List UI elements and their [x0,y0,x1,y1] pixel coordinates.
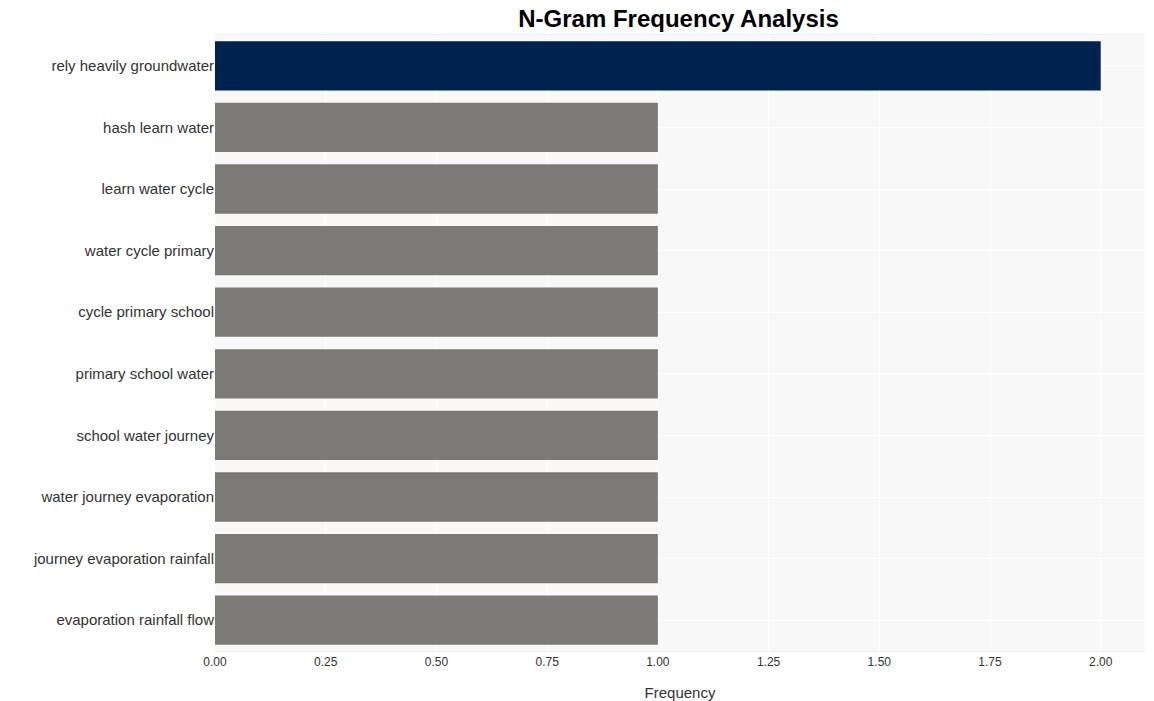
svg-text:Frequency: Frequency [645,684,716,701]
svg-text:1.50: 1.50 [868,655,892,669]
svg-text:2.00: 2.00 [1089,655,1113,669]
svg-text:evaporation rainfall flow: evaporation rainfall flow [56,611,214,628]
svg-text:water cycle primary: water cycle primary [84,242,215,259]
svg-text:0.25: 0.25 [314,655,338,669]
svg-text:hash learn water: hash learn water [103,119,214,136]
svg-text:0.50: 0.50 [425,655,449,669]
svg-text:water journey evaporation: water journey evaporation [40,488,214,505]
svg-text:rely heavily groundwater: rely heavily groundwater [51,57,214,74]
svg-text:cycle primary school: cycle primary school [78,303,214,320]
svg-text:0.00: 0.00 [203,655,227,669]
svg-text:1.25: 1.25 [757,655,781,669]
svg-text:primary school water: primary school water [76,365,214,382]
svg-text:1.75: 1.75 [978,655,1002,669]
svg-text:0.75: 0.75 [535,655,559,669]
svg-text:learn water cycle: learn water cycle [101,180,214,197]
svg-text:journey evaporation rainfall: journey evaporation rainfall [33,550,214,567]
svg-text:N-Gram Frequency Analysis: N-Gram Frequency Analysis [518,5,839,32]
svg-text:school water journey: school water journey [76,427,214,444]
svg-text:1.00: 1.00 [646,655,670,669]
